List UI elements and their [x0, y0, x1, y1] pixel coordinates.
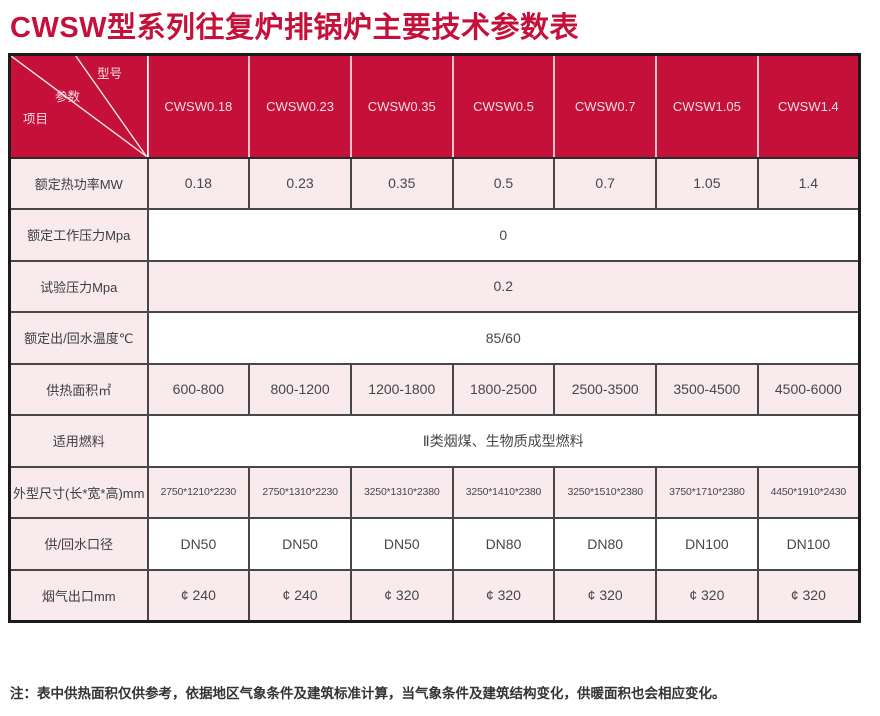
- table-row: 供热面积㎡ 600-800 800-1200 1200-1800 1800-25…: [8, 362, 861, 416]
- corner-label-model: 型号: [97, 67, 123, 81]
- table-row: 适用燃料 Ⅱ类烟煤、生物质成型燃料: [8, 414, 861, 468]
- cell: DN100: [756, 517, 861, 571]
- merged-cell: 0: [146, 208, 861, 262]
- cell: 3250*1410*2380: [451, 465, 556, 519]
- column-header: CWSW0.35: [349, 54, 453, 159]
- cell: ¢ 320: [349, 568, 454, 622]
- table-row: 供/回水口径 DN50 DN50 DN50 DN80 DN80 DN100 DN…: [8, 517, 861, 571]
- merged-cell: Ⅱ类烟煤、生物质成型燃料: [146, 414, 861, 468]
- footnote: 注：表中供热面积仅供参考，依据地区气象条件及建筑标准计算，当气象条件及建筑结构变…: [10, 686, 726, 701]
- cell: 3750*1710*2380: [655, 465, 759, 519]
- row-label: 额定出/回水温度℃: [8, 311, 149, 365]
- cell: ¢ 240: [146, 568, 251, 622]
- cell: 4500-6000: [756, 362, 861, 416]
- cell: 1.05: [655, 156, 759, 210]
- cell: 0.5: [451, 156, 556, 210]
- merged-cell: 0.2: [146, 259, 861, 313]
- page-title: CWSW型系列往复炉排锅炉主要技术参数表: [10, 12, 580, 44]
- row-label: 供热面积㎡: [8, 362, 149, 416]
- cell: 600-800: [146, 362, 251, 416]
- row-label: 适用燃料: [8, 414, 149, 468]
- cell: ¢ 320: [655, 568, 759, 622]
- table-body: 额定热功率MW 0.18 0.23 0.35 0.5 0.7 1.05 1.4 …: [8, 156, 861, 622]
- cell: ¢ 320: [756, 568, 861, 622]
- column-header: CWSW1.4: [756, 54, 860, 159]
- column-header: CWSW0.18: [146, 54, 250, 159]
- cell: ¢ 320: [553, 568, 658, 622]
- cell: 3250*1310*2380: [349, 465, 454, 519]
- cell: DN80: [451, 517, 556, 571]
- column-header: CWSW0.7: [553, 54, 657, 159]
- diagonal-lines-icon: [11, 56, 147, 157]
- row-label: 试验压力Mpa: [8, 259, 149, 313]
- cell: 2500-3500: [553, 362, 658, 416]
- cell: 0.18: [146, 156, 251, 210]
- corner-label-item: 项目: [23, 112, 49, 126]
- cell: DN50: [248, 517, 352, 571]
- corner-cell: 型号 参数 项目: [9, 54, 148, 159]
- cell: 3500-4500: [655, 362, 759, 416]
- cell: ¢ 240: [248, 568, 352, 622]
- row-label: 额定热功率MW: [8, 156, 149, 210]
- header-row: 型号 参数 项目 CWSW0.18 CWSW0.23 CWSW0.35 CWSW…: [9, 54, 860, 159]
- table-row: 烟气出口mm ¢ 240 ¢ 240 ¢ 320 ¢ 320 ¢ 320 ¢ 3…: [8, 568, 861, 622]
- cell: 2750*1210*2230: [146, 465, 251, 519]
- cell: 4450*1910*2430: [756, 465, 861, 519]
- row-label: 外型尺寸(长*宽*高)mm: [8, 465, 149, 519]
- row-label: 供/回水口径: [8, 517, 149, 571]
- spec-table: 型号 参数 项目 CWSW0.18 CWSW0.23 CWSW0.35 CWSW…: [8, 53, 861, 623]
- column-header: CWSW0.23: [248, 54, 351, 159]
- column-header: CWSW1.05: [655, 54, 758, 159]
- cell: ¢ 320: [451, 568, 556, 622]
- cell: DN50: [349, 517, 454, 571]
- table-row: 额定出/回水温度℃ 85/60: [8, 311, 861, 365]
- table-row: 额定工作压力Mpa 0: [8, 208, 861, 262]
- cell: 0.7: [553, 156, 658, 210]
- cell: 800-1200: [248, 362, 352, 416]
- cell: 3250*1510*2380: [553, 465, 658, 519]
- table-row: 额定热功率MW 0.18 0.23 0.35 0.5 0.7 1.05 1.4: [8, 156, 861, 210]
- cell: 0.35: [349, 156, 454, 210]
- cell: 0.23: [248, 156, 352, 210]
- table-row: 试验压力Mpa 0.2: [8, 259, 861, 313]
- cell: DN100: [655, 517, 759, 571]
- cell: DN80: [553, 517, 658, 571]
- merged-cell: 85/60: [146, 311, 861, 365]
- cell: 1.4: [756, 156, 861, 210]
- cell: 1200-1800: [349, 362, 454, 416]
- column-header: CWSW0.5: [451, 54, 555, 159]
- corner-label-param: 参数: [55, 90, 81, 104]
- row-label: 烟气出口mm: [8, 568, 149, 622]
- table-header: 型号 参数 项目 CWSW0.18 CWSW0.23 CWSW0.35 CWSW…: [9, 54, 860, 159]
- cell: DN50: [146, 517, 251, 571]
- table-row: 外型尺寸(长*宽*高)mm 2750*1210*2230 2750*1310*2…: [8, 465, 861, 519]
- row-label: 额定工作压力Mpa: [8, 208, 149, 262]
- cell: 1800-2500: [451, 362, 556, 416]
- cell: 2750*1310*2230: [248, 465, 352, 519]
